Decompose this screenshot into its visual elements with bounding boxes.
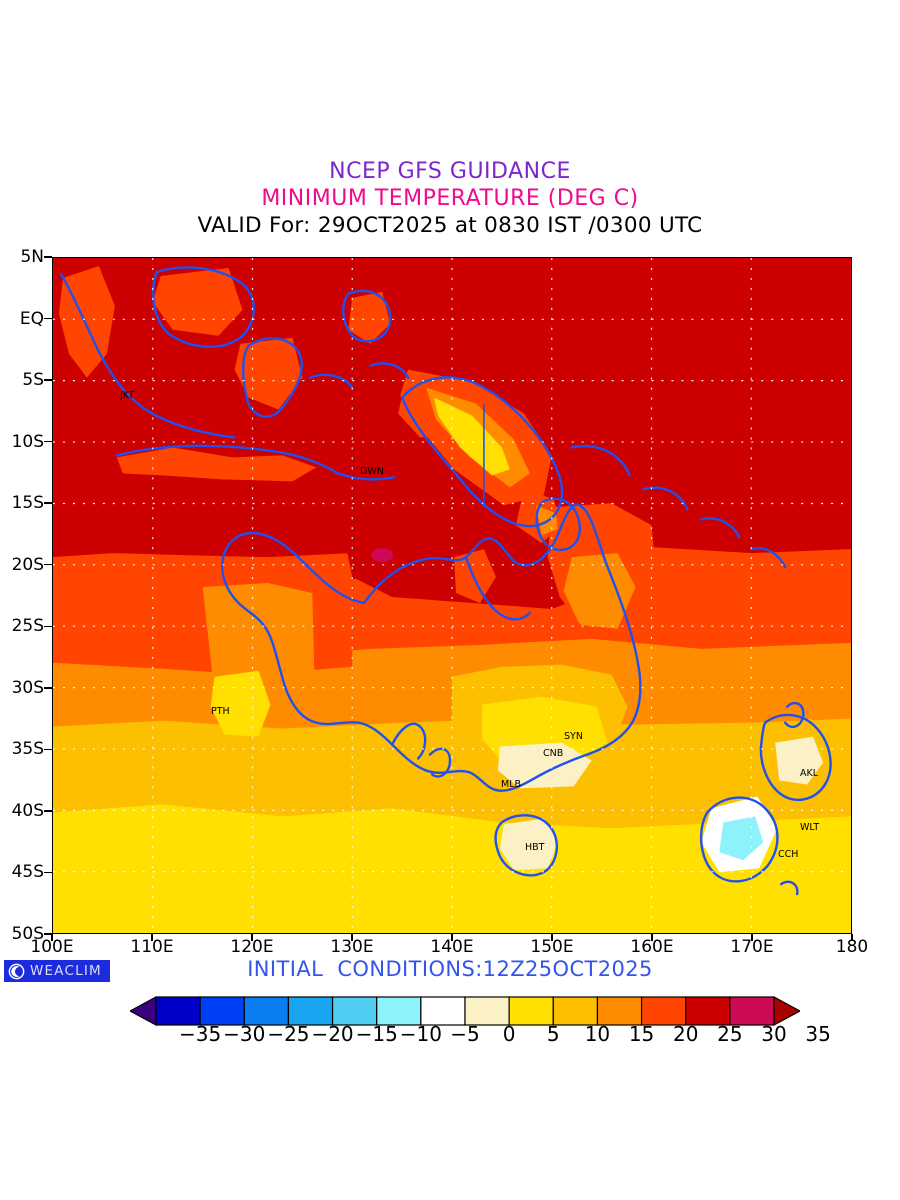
- city-marker-layer: JKT DWN PTH SYN CNB MLB HBT AKL WLT CCH: [53, 258, 851, 933]
- lon-tick-label: 180: [835, 937, 869, 957]
- lon-tick-mark: [851, 934, 853, 941]
- city-label: JKT: [120, 389, 135, 401]
- lat-tick-label: 35S: [11, 739, 44, 760]
- colorbar-segment: [199, 996, 245, 1026]
- lat-tick-label: 5S: [22, 370, 44, 391]
- colorbar-tick-label: −5: [450, 1022, 480, 1046]
- colorbar-tick-label: 30: [761, 1022, 787, 1046]
- page-title: NCEP GFS GUIDANCE: [329, 159, 571, 184]
- colorbar-high-arrow: [773, 996, 800, 1026]
- lat-tick-label: 45S: [11, 862, 44, 883]
- colorbar-segment: [287, 996, 334, 1026]
- lat-tick-mark: [44, 379, 52, 381]
- city-label: HBT: [525, 841, 545, 853]
- lon-tick-mark: [151, 934, 153, 941]
- colorbar: [130, 996, 800, 1052]
- lon-tick-label: 110E: [130, 937, 174, 957]
- lat-tick-label: 30S: [11, 677, 44, 698]
- chart-subtitle: MINIMUM TEMPERATURE (DEG C): [261, 186, 639, 211]
- city-label: PTH: [211, 706, 230, 718]
- city-label: DWN: [360, 466, 384, 478]
- colorbar-tick-label: 25: [717, 1022, 743, 1046]
- lon-tick-mark: [251, 934, 253, 941]
- colorbar-segment: [155, 996, 201, 1026]
- colorbar-tick-label: −25: [267, 1022, 310, 1046]
- lon-tick-mark: [51, 934, 53, 941]
- lon-tick-label: 160E: [630, 937, 674, 957]
- city-label: MLB: [501, 778, 522, 790]
- colorbar-tick-label: −35: [179, 1022, 222, 1046]
- colorbar-tick-label: 10: [584, 1022, 611, 1046]
- lat-tick-label: 5N: [20, 247, 44, 267]
- colorbar-segment: [420, 996, 466, 1026]
- city-label: WLT: [800, 821, 820, 833]
- lat-tick-label: 15S: [11, 493, 44, 514]
- lat-tick-mark: [44, 625, 52, 628]
- colorbar-segment: [729, 996, 775, 1026]
- weaclim-wordmark: WEACLIM: [30, 963, 102, 979]
- colorbar-segment: [596, 996, 643, 1026]
- colorbar-segment: [552, 996, 599, 1026]
- city-label: AKL: [800, 767, 819, 779]
- lon-tick-mark: [551, 934, 553, 941]
- colorbar-segment: [640, 996, 687, 1026]
- temperature-heatmap: [53, 258, 851, 933]
- lat-tick-label: 25S: [11, 616, 44, 637]
- lon-tick-mark: [751, 934, 753, 941]
- lat-tick-mark: [44, 871, 52, 874]
- lon-tick-label: 150E: [530, 937, 574, 957]
- colorbar-tick-label: −10: [399, 1022, 442, 1046]
- colorbar-segment: [685, 996, 731, 1026]
- lat-tick-mark: [44, 317, 52, 320]
- chart-title-block: NCEP GFS GUIDANCE MINIMUM TEMPERATURE (D…: [0, 158, 900, 239]
- lat-tick-mark: [44, 687, 52, 689]
- lat-tick-mark: [44, 502, 52, 504]
- lat-tick-mark: [44, 440, 52, 443]
- initial-conditions-label: INITIAL CONDITIONS:12Z25OCT2025: [247, 957, 653, 981]
- colorbar-tick-label: 0: [502, 1022, 516, 1046]
- lat-tick-mark: [44, 256, 52, 258]
- colorbar-segment: [508, 996, 554, 1026]
- lon-tick-mark: [651, 934, 653, 941]
- colorbar-segment: [464, 996, 510, 1026]
- colorbar-segment: [376, 996, 422, 1026]
- lon-tick-mark: [451, 934, 453, 941]
- lat-tick-label: 50S: [11, 924, 44, 944]
- lon-tick-label: 170E: [730, 937, 774, 957]
- city-label: CNB: [543, 748, 564, 760]
- colorbar-segment: [331, 996, 378, 1026]
- valid-time-label: VALID For: 29OCT2025 at 0830 IST /0300 U…: [197, 213, 703, 238]
- lon-tick-label: 100E: [30, 937, 74, 957]
- colorbar-segment: [243, 996, 290, 1026]
- lat-tick-label: EQ: [19, 308, 44, 329]
- circle-logo-icon: [8, 963, 25, 979]
- lon-tick-mark: [351, 934, 353, 941]
- colorbar-tick-label: 35: [805, 1022, 831, 1046]
- lon-tick-label: 130E: [330, 937, 374, 957]
- forecast-map: JKT DWN PTH SYN CNB MLB HBT AKL WLT CCH: [52, 257, 852, 934]
- lat-tick-mark: [44, 933, 52, 935]
- colorbar-tick-label: 15: [628, 1022, 655, 1046]
- colorbar-tick-label: 20: [672, 1022, 699, 1046]
- lat-tick-label: 20S: [11, 554, 44, 575]
- city-label: CCH: [778, 848, 799, 860]
- lat-tick-label: 10S: [11, 431, 44, 452]
- colorbar-tick-label: −30: [223, 1022, 266, 1046]
- weaclim-logo: WEACLIM: [4, 960, 110, 982]
- city-label: SYN: [564, 730, 583, 742]
- colorbar-tick-label: −15: [355, 1022, 398, 1046]
- colorbar-tick-label: 5: [546, 1022, 560, 1046]
- lat-tick-mark: [44, 810, 52, 812]
- colorbar-tick-label: −20: [311, 1022, 354, 1046]
- lon-tick-label: 140E: [430, 937, 474, 957]
- lat-tick-mark: [44, 748, 52, 751]
- lat-tick-mark: [44, 563, 52, 566]
- lon-tick-label: 120E: [230, 937, 274, 957]
- lat-tick-label: 40S: [11, 800, 44, 821]
- colorbar-low-arrow: [130, 996, 157, 1026]
- colorbar-swatches: [130, 996, 800, 1026]
